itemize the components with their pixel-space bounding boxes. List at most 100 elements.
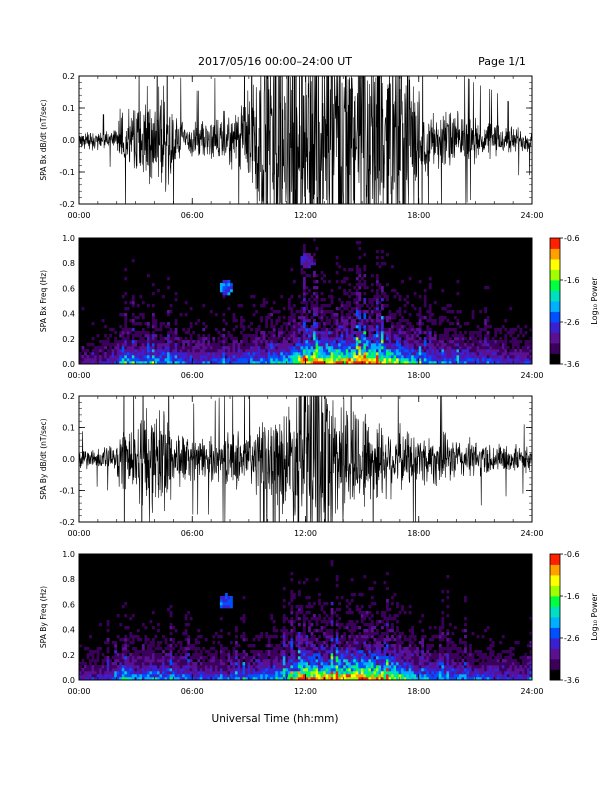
spectrogram-cell: [262, 331, 266, 335]
spectrogram-cell: [114, 644, 118, 648]
spectrogram-cell: [393, 337, 397, 341]
spectrogram-cell: [305, 262, 309, 266]
spectrogram-cell: [272, 629, 276, 633]
spectrogram-cell: [318, 325, 321, 329]
spectrogram-cell: [172, 334, 175, 338]
spectrogram-cell: [358, 349, 362, 353]
spectrogram-cell: [393, 340, 397, 344]
spectrogram-cell: [441, 343, 445, 347]
spectrogram-cell: [343, 358, 347, 362]
spectrogram-cell: [172, 331, 175, 335]
spectrogram-cell: [136, 668, 140, 672]
spectrogram-cell: [370, 310, 374, 314]
spectrogram-cell: [353, 671, 357, 675]
spectrogram-cell: [99, 358, 102, 362]
spectrogram-cell: [456, 334, 460, 338]
spectrogram-cell: [214, 346, 218, 350]
spectrogram-cell: [375, 346, 379, 350]
spectrogram-cell: [302, 668, 306, 672]
spectrogram-cell: [230, 346, 233, 350]
spectrogram-cell: [297, 355, 301, 359]
spectrogram-cell: [423, 677, 427, 681]
spectrogram-cell: [396, 325, 399, 329]
spectrogram-cell: [323, 274, 326, 278]
colorbar-segment: [550, 298, 560, 302]
spectrogram-cell: [227, 605, 231, 609]
spectrogram-cell: [308, 352, 311, 356]
spectrogram-cell: [177, 343, 180, 347]
x-tick-label: 00:00: [67, 371, 90, 380]
spectrogram-cell: [260, 674, 264, 678]
spectrogram-cell: [381, 307, 384, 311]
spectrogram-cell: [124, 638, 128, 642]
spectrogram-cell: [99, 665, 102, 669]
spectrogram-cell: [320, 650, 324, 654]
spectrogram-cell: [212, 647, 216, 651]
spectrogram-cell: [378, 286, 382, 290]
spectrogram-cell: [333, 671, 336, 675]
spectrogram-cell: [224, 349, 228, 353]
spectrogram-cell: [353, 307, 357, 311]
spectrogram-cell: [411, 337, 415, 341]
spectrogram-cell: [315, 274, 319, 278]
spectrogram-cell: [313, 662, 316, 666]
spectrogram-cell: [96, 334, 100, 338]
spectrogram-cell: [355, 316, 359, 320]
spectrogram-cell: [174, 665, 178, 669]
spectrogram-cell: [285, 337, 289, 341]
spectrogram-cell: [119, 361, 123, 365]
spectrogram-cell: [323, 358, 326, 362]
spectrogram-cell: [116, 340, 120, 344]
spectrogram-cell: [456, 343, 460, 347]
spectrogram-cell: [230, 358, 233, 362]
spectrogram-cell: [252, 304, 256, 308]
spectrogram-cell: [403, 319, 407, 323]
spectrogram-cell: [154, 671, 158, 675]
spectrogram-cell: [305, 349, 309, 353]
spectrogram-cell: [401, 653, 404, 657]
spectrogram-cell: [209, 647, 213, 651]
spectrogram-cell: [365, 325, 369, 329]
spectrogram-cell: [403, 325, 407, 329]
spectrogram-cell: [370, 587, 374, 591]
spectrogram-cell: [242, 674, 246, 678]
spectrogram-cell: [81, 662, 85, 666]
spectrogram-cell: [330, 602, 334, 606]
colorbar-tick-label: -0.6: [564, 234, 580, 243]
spectrogram-cell: [318, 662, 321, 666]
spectrogram-cell: [398, 611, 402, 615]
spectrogram-cell: [141, 343, 145, 347]
colorbar-segment: [550, 259, 560, 262]
spectrogram-cell: [516, 325, 520, 329]
x-tick-label: 18:00: [407, 371, 430, 380]
spectrogram-cell: [345, 331, 349, 335]
spectrogram-cell: [398, 662, 402, 666]
spectrogram-cell: [313, 358, 316, 362]
spectrogram-cell: [386, 599, 389, 603]
y-tick-label: 0.1: [62, 424, 75, 433]
spectrogram-cell: [270, 662, 274, 666]
spectrogram-cell: [96, 656, 100, 660]
spectrogram-cell: [343, 328, 347, 332]
spectrogram-cell: [285, 358, 289, 362]
spectrogram-cell: [340, 647, 344, 651]
spectrogram-cell: [333, 611, 336, 615]
spectrogram-cell: [265, 644, 269, 648]
spectrogram-cell: [375, 653, 379, 657]
spectrogram-cell: [101, 674, 105, 678]
spectrogram-cell: [245, 355, 248, 359]
spectrogram-cell: [224, 662, 228, 666]
spectrogram-cell: [383, 653, 387, 657]
spectrogram-cell: [121, 328, 125, 332]
spectrogram-cell: [184, 623, 188, 627]
spectrogram-cell: [214, 677, 218, 681]
spectrogram-cell: [363, 286, 367, 290]
spectrogram-cell: [368, 358, 372, 362]
spectrogram-cell: [391, 596, 394, 600]
spectrogram-cell: [360, 346, 364, 350]
spectrogram-cell: [177, 650, 180, 654]
spectrogram-cell: [207, 668, 211, 672]
spectrogram-cell: [154, 319, 158, 323]
y-axis-label: SPA Bx Freq (Hz): [39, 270, 48, 332]
spectrogram-cell: [413, 659, 417, 663]
